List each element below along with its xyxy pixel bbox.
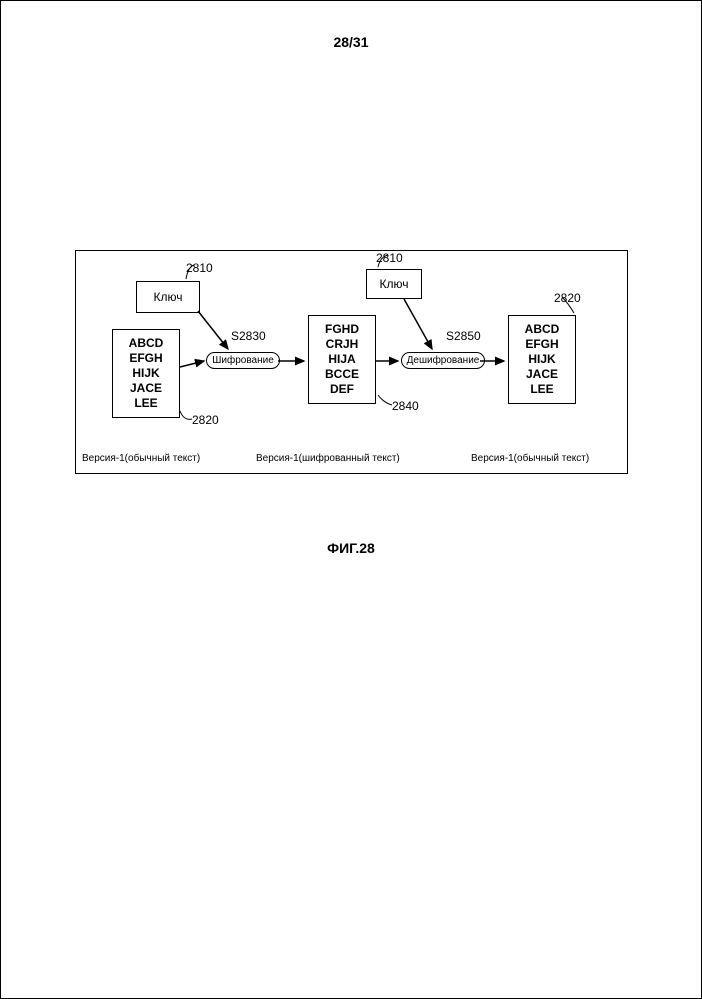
ct-l2: HIJA [319,352,365,367]
key1-label: Ключ [154,290,183,304]
caption-plain1: Версия-1(обычный текст) [82,453,200,464]
pt2-l3: JACE [519,367,565,382]
decrypt-label: Дешифрование [407,355,480,366]
key2-ref: 2810 [376,251,403,265]
pt2-l4: LEE [519,382,565,397]
pt1-l0: ABCD [123,336,169,351]
encrypt-label: Шифрование [212,355,274,366]
ciphertext-box: FGHD CRJH HIJA BCCE DEF [308,315,376,404]
caption-cipher: Версия-1(шифрованный текст) [256,453,400,464]
decrypt-pill: Дешифрование [401,352,485,369]
ct-l3: BCCE [319,367,365,382]
ct-l1: CRJH [319,337,365,352]
pt2-l0: ABCD [519,322,565,337]
key-box-1: Ключ [136,281,200,313]
plaintext-box-1: ABCD EFGH HIJK JACE LEE [112,329,180,418]
encrypt-ref: S2830 [231,329,266,343]
key2-label: Ключ [380,277,409,291]
plaintext1-ref: 2820 [192,413,219,427]
pt2-l2: HIJK [519,352,565,367]
ct-l4: DEF [319,382,365,397]
pt1-l1: EFGH [123,351,169,366]
page-number: 28/31 [0,34,702,50]
decrypt-ref: S2850 [446,329,481,343]
ciphertext-ref: 2840 [392,399,419,413]
plaintext2-ref: 2820 [554,291,581,305]
page-border [0,0,702,999]
diagram-frame: Ключ 2810 Ключ 2810 ABCD EFGH HIJK JACE … [75,250,628,474]
pt1-l4: LEE [123,396,169,411]
key1-ref: 2810 [186,261,213,275]
key-box-2: Ключ [366,269,422,299]
ct-l0: FGHD [319,322,365,337]
plaintext-box-2: ABCD EFGH HIJK JACE LEE [508,315,576,404]
figure-caption: ФИГ.28 [0,540,702,556]
pt1-l2: HIJK [123,366,169,381]
encrypt-pill: Шифрование [206,352,280,369]
caption-plain2: Версия-1(обычный текст) [471,453,589,464]
pt2-l1: EFGH [519,337,565,352]
pt1-l3: JACE [123,381,169,396]
